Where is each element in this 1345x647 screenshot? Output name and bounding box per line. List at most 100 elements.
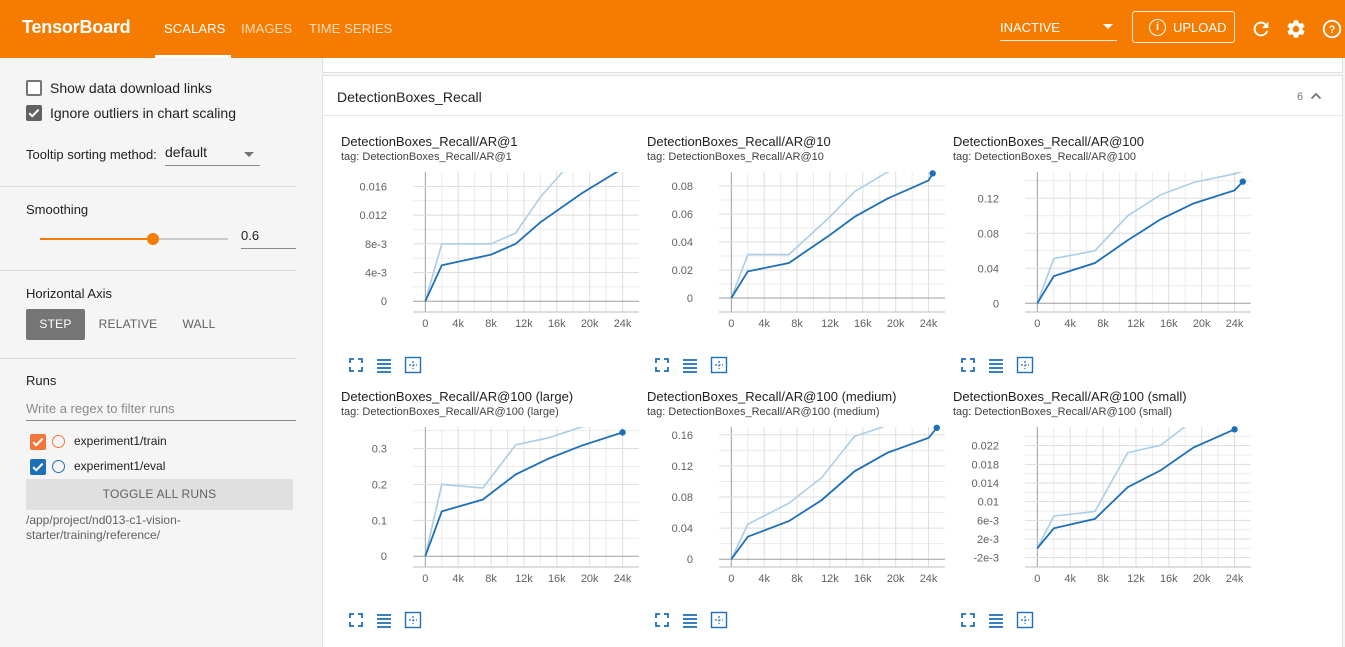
y-tick-label: 0.014: [971, 478, 999, 490]
fit-domain-icon[interactable]: [710, 356, 728, 374]
chart-title: DetectionBoxes_Recall/AR@10: [647, 134, 831, 149]
check-icon: [28, 108, 40, 118]
fit-domain-icon[interactable]: [404, 611, 422, 629]
x-tick-label: 12k: [1127, 318, 1145, 330]
fit-domain-icon[interactable]: [404, 356, 422, 374]
tab-images[interactable]: IMAGES: [241, 21, 293, 36]
svg-text:?: ?: [1329, 24, 1336, 36]
x-tick-label: 12k: [821, 573, 839, 585]
ignore-outliers-checkbox[interactable]: [26, 105, 42, 121]
axis-wall-button[interactable]: WALL: [182, 317, 216, 331]
axis-step-button[interactable]: STEP: [26, 309, 85, 340]
smoothing-slider[interactable]: [40, 233, 228, 245]
x-tick-label: 4k: [1064, 573, 1076, 585]
toggle-log-scale-icon[interactable]: [681, 356, 699, 374]
chart-card-detectionboxes-recall-ar-1: DetectionBoxes_Recall/AR@1 tag: Detection…: [341, 134, 641, 374]
x-tick-label: 24k: [1226, 318, 1244, 330]
series-line-raw: [1036, 427, 1186, 549]
toggle-log-scale-icon[interactable]: [987, 611, 1005, 629]
chart-title: DetectionBoxes_Recall/AR@100: [953, 134, 1144, 149]
tooltip-sort-select[interactable]: default: [165, 144, 260, 166]
run-color-train[interactable]: [52, 435, 65, 448]
fullscreen-icon[interactable]: [653, 356, 671, 374]
y-tick-label: 0: [687, 293, 693, 305]
chart-card-detectionboxes-recall-ar-100-small: DetectionBoxes_Recall/AR@100 (small) tag:…: [953, 389, 1253, 629]
chevron-up-icon[interactable]: [1309, 89, 1323, 103]
tab-scalars[interactable]: SCALARS: [164, 21, 226, 36]
tab-time-series[interactable]: TIME SERIES: [309, 21, 393, 36]
x-tick-label: 0: [422, 318, 428, 330]
series-line-raw: [424, 172, 564, 302]
smoothing-slider-thumb[interactable]: [146, 233, 159, 245]
x-tick-label: 4k: [452, 318, 464, 330]
brand-title: TensorBoard: [22, 17, 131, 37]
y-tick-label: 0.04: [672, 237, 693, 249]
toggle-log-scale-icon[interactable]: [375, 356, 393, 374]
x-tick-label: 8k: [485, 573, 497, 585]
fullscreen-icon[interactable]: [347, 356, 365, 374]
fit-domain-icon[interactable]: [1016, 356, 1034, 374]
toggle-log-scale-icon[interactable]: [987, 356, 1005, 374]
axis-relative-button[interactable]: RELATIVE: [98, 317, 158, 331]
y-tick-label: 6e-3: [977, 515, 999, 527]
group-header[interactable]: DetectionBoxes_Recall 6: [323, 76, 1342, 116]
horizontal-axis-label: Horizontal Axis: [26, 286, 112, 301]
toggle-log-scale-icon[interactable]: [375, 611, 393, 629]
help-icon[interactable]: ?: [1321, 18, 1343, 40]
x-tick-label: 0: [422, 573, 428, 585]
group-card-detectionboxes-recall: DetectionBoxes_Recall 6 DetectionBoxes_R…: [322, 75, 1343, 647]
run-checkbox-eval[interactable]: [30, 459, 46, 475]
fit-domain-icon[interactable]: [1016, 611, 1034, 629]
x-tick-label: 8k: [791, 573, 803, 585]
toggle-log-scale-icon[interactable]: [681, 611, 699, 629]
x-tick-label: 12k: [515, 318, 533, 330]
runs-filter-input[interactable]: Write a regex to filter runs: [26, 398, 296, 421]
smoothing-label: Smoothing: [26, 202, 89, 217]
series-line-raw: [1036, 172, 1243, 304]
series-end-marker: [619, 429, 626, 436]
upload-button[interactable]: i UPLOAD: [1132, 11, 1235, 43]
run-checkbox-train[interactable]: [30, 434, 46, 450]
x-tick-label: 24k: [614, 318, 632, 330]
run-color-eval[interactable]: [52, 460, 65, 473]
x-tick-label: 24k: [920, 573, 938, 585]
x-tick-label: 12k: [1127, 573, 1145, 585]
y-tick-label: 0.08: [672, 181, 693, 193]
fit-domain-icon[interactable]: [710, 611, 728, 629]
smoothing-value-input[interactable]: 0.6: [241, 228, 296, 249]
chart-plot[interactable]: 0 4k 8k 12k 16k 20k 24k 0 4e-3 8e-3 0.012 0.016: [341, 168, 641, 356]
chart-card-detectionboxes-recall-ar-100: DetectionBoxes_Recall/AR@100 tag: Detecti…: [953, 134, 1253, 374]
y-tick-label: 0.04: [978, 263, 999, 275]
x-tick-label: 20k: [1193, 318, 1211, 330]
x-tick-label: 12k: [821, 318, 839, 330]
series-line-smoothed: [1036, 180, 1244, 304]
sidebar: Show data download links Ignore outliers…: [0, 58, 312, 647]
x-tick-label: 16k: [854, 318, 872, 330]
chart-card-detectionboxes-recall-ar-10: DetectionBoxes_Recall/AR@10 tag: Detectio…: [647, 134, 947, 374]
y-tick-label: 0.08: [672, 492, 693, 504]
refresh-icon[interactable]: [1250, 18, 1272, 40]
show-download-links-checkbox[interactable]: [26, 80, 42, 96]
y-tick-label: 0.02: [672, 265, 693, 277]
divider: [0, 358, 296, 359]
fullscreen-icon[interactable]: [347, 611, 365, 629]
chart-plot[interactable]: 0 4k 8k 12k 16k 20k 24k 0 0.04 0.08 0.12: [953, 168, 1253, 356]
series-line-smoothed: [730, 172, 934, 299]
toggle-all-runs-button[interactable]: TOGGLE ALL RUNS: [26, 479, 293, 510]
chart-plot[interactable]: 0 4k 8k 12k 16k 20k 24k 0 0.1 0.2 0.3: [341, 423, 641, 611]
top-app-bar: TensorBoard SCALARS IMAGES TIME SERIES I…: [0, 0, 1345, 58]
run-status-select[interactable]: INACTIVE: [1000, 20, 1117, 41]
x-tick-label: 20k: [581, 318, 599, 330]
chart-plot[interactable]: 0 4k 8k 12k 16k 20k 24k -2e-3 2e-3 6e-3 0.01 0.014 0…: [953, 423, 1253, 611]
x-tick-label: 8k: [1097, 318, 1109, 330]
y-tick-label: -2e-3: [973, 553, 999, 565]
chart-plot[interactable]: 0 4k 8k 12k 16k 20k 24k 0 0.02 0.04 0.06 0.08: [647, 168, 947, 356]
y-tick-label: 0.022: [971, 441, 999, 453]
fullscreen-icon[interactable]: [959, 356, 977, 374]
settings-icon[interactable]: [1285, 18, 1307, 40]
fullscreen-icon[interactable]: [959, 611, 977, 629]
x-tick-label: 20k: [1193, 573, 1211, 585]
y-tick-label: 2e-3: [977, 534, 999, 546]
chart-plot[interactable]: 0 4k 8k 12k 16k 20k 24k 0 0.04 0.08 0.12 0.16: [647, 423, 947, 611]
fullscreen-icon[interactable]: [653, 611, 671, 629]
